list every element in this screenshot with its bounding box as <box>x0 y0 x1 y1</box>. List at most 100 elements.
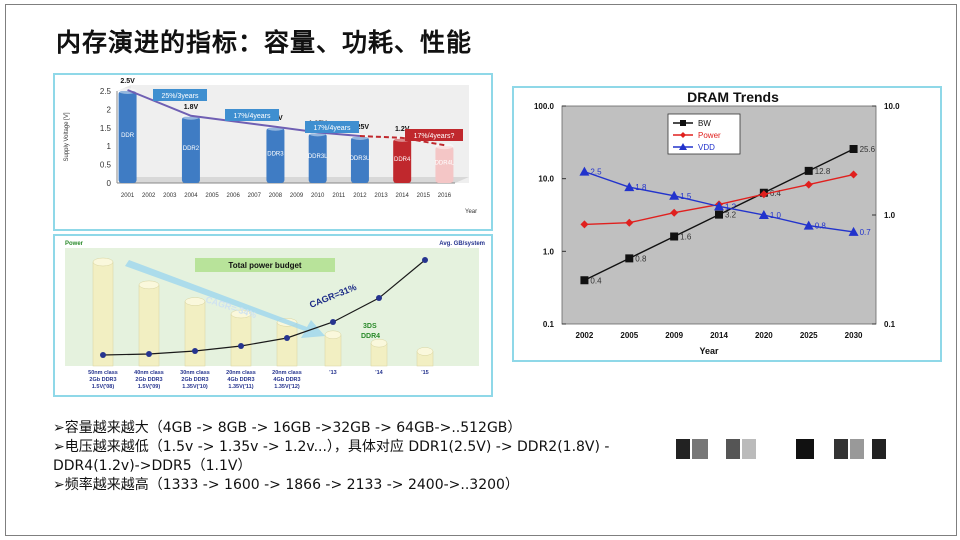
series-marker-power <box>580 220 589 229</box>
gb-marker <box>192 348 198 354</box>
voltage-bar <box>266 127 285 183</box>
data-label-bw: 3.2 <box>725 211 737 220</box>
slide: 内存演进的指标：容量、功耗、性能 0 0.5 1 1.5 2 2.5 Supply Volt… <box>5 4 957 536</box>
voltage-bar-name: DDR4 <box>394 157 411 163</box>
legend-label: VDD <box>698 143 715 152</box>
voltage-bar-name: DDR3 <box>267 151 284 157</box>
data-label-vdd: 0.8 <box>815 222 827 231</box>
legend-marker <box>680 120 686 126</box>
dram-trends-chart: DRAM Trends 0.1 1.0 10.0 100.0 0.1 1.0 10.0 2002… <box>534 89 900 356</box>
voltage-trend-line <box>127 89 361 137</box>
x-tick-label: 2009 <box>665 331 683 340</box>
x-tick-label: 2009 <box>290 193 304 199</box>
data-label-bw: 12.8 <box>815 167 831 176</box>
y-tick-label: 2.5 <box>100 87 112 96</box>
series-marker-vdd <box>758 210 769 219</box>
category-label: 2Gb DDR3 <box>135 377 162 383</box>
right-axis-label: Avg. GB/system <box>439 241 485 247</box>
voltage-bar-name: DDR2 <box>183 146 200 152</box>
x-tick-label: 2010 <box>311 193 325 199</box>
voltage-chart: 0 0.5 1 1.5 2 2.5 Supply Voltage [V] 2001 2002 20… <box>64 78 477 215</box>
y-tick-label: 2 <box>107 105 112 114</box>
series-marker-bw <box>625 254 634 263</box>
gb-marker <box>146 351 152 357</box>
x-tick-label: 2006 <box>227 193 241 199</box>
gb-marker <box>238 343 244 349</box>
series-marker-vdd <box>579 166 590 176</box>
power-cylinder-cap <box>230 309 252 319</box>
x-tick-label: 2007 <box>248 193 262 199</box>
category-label: 40nm class <box>134 370 164 376</box>
series-marker-vdd <box>714 201 724 211</box>
data-label-vdd: 2.5 <box>590 168 602 177</box>
x-tick-label: 2025 <box>800 331 818 340</box>
power-budget-chart-panel: Power Avg. GB/system Total power budget CAG… <box>53 234 493 397</box>
chart-title: Total power budget <box>228 261 302 270</box>
data-label-vdd: 1.2 <box>725 202 737 211</box>
title-box <box>195 258 335 272</box>
series-marker-bw <box>670 232 679 241</box>
voltage-bar-name: DDR3U <box>350 156 371 162</box>
series-marker-bw <box>580 276 589 285</box>
right-tick-label: 0.1 <box>884 320 896 329</box>
legend-label: Power <box>698 131 721 140</box>
gb-marker <box>100 352 106 358</box>
category-label: 4Gb DDR3 <box>227 377 254 383</box>
series-marker-power <box>670 208 679 217</box>
power-cylinder-cap <box>184 297 206 306</box>
power-cylinder-cap <box>138 280 160 290</box>
x-tick-label: 2016 <box>438 193 452 199</box>
data-label-vdd: 1.0 <box>770 211 782 220</box>
power-cylinder-cap <box>370 338 388 348</box>
left-tick-label: 100.0 <box>534 102 555 111</box>
trend-annotation: 25%/3years <box>162 93 199 100</box>
gb-line <box>102 259 426 356</box>
series-marker-power <box>849 170 858 179</box>
trend-annotation: 17%/4years <box>234 113 271 120</box>
left-tick-label: 0.1 <box>543 320 555 329</box>
series-marker-vdd <box>624 182 635 192</box>
data-label-vdd: 1.5 <box>680 192 692 201</box>
3ds-annotation: 3DS <box>363 323 377 330</box>
series-marker-vdd <box>803 220 814 230</box>
y-tick-label: 0 <box>107 179 112 188</box>
data-label-bw: 6.4 <box>770 189 782 198</box>
x-tick-label: 2003 <box>163 193 177 199</box>
y-tick-label: 1.5 <box>100 124 112 133</box>
category-label: 4Gb DDR3 <box>273 377 300 383</box>
x-tick-label: 2004 <box>184 193 198 199</box>
voltage-bar-label: 1.2V <box>395 126 410 133</box>
category-label: '14 <box>375 370 383 376</box>
voltage-bar <box>118 91 137 183</box>
x-tick-label: 2011 <box>332 193 346 199</box>
x-tick-label: 2002 <box>142 193 156 199</box>
category-label: 1.35V('10) <box>182 384 208 390</box>
voltage-bar-name: DDR3L <box>308 154 328 160</box>
power-cylinder-cap <box>416 347 434 356</box>
legend-marker <box>680 132 686 138</box>
category-label: 1.35V('11) <box>228 384 253 390</box>
x-tick-label: 2014 <box>710 331 728 340</box>
voltage-bar <box>435 146 454 183</box>
voltage-bar <box>350 137 369 183</box>
trend-annotation-box <box>225 109 279 121</box>
x-tick-label: 2015 <box>417 193 431 199</box>
trend-annotation: 17%/4years? <box>414 133 455 140</box>
series-marker-power <box>759 190 768 199</box>
voltage-trend-dashed <box>359 135 445 147</box>
legend-label: BW <box>698 119 711 128</box>
x-axis-label: Year <box>699 346 719 356</box>
x-tick-label: 2020 <box>755 331 773 340</box>
category-label: 1.35V('12) <box>274 384 300 390</box>
series-marker-power <box>625 218 634 227</box>
data-label-bw: 25.6 <box>860 145 876 154</box>
y-tick-label: 1 <box>107 142 112 151</box>
slide-title: 内存演进的指标：容量、功耗、性能 <box>56 28 473 57</box>
bullet-voltage: ➢电压越来越低（1.5v -> 1.35v -> 1.2v...），具体对应 D… <box>53 439 610 455</box>
trend-annotation: 17%/4years <box>314 125 351 132</box>
bullet-frequency: ➢频率越来越高（1333 -> 1600 -> 1866 -> 2133 -> … <box>53 477 519 493</box>
data-label-bw: 0.8 <box>635 254 647 263</box>
category-label: 1.5V('09) <box>138 384 161 390</box>
y-axis-label: Supply Voltage [V] <box>64 112 70 161</box>
